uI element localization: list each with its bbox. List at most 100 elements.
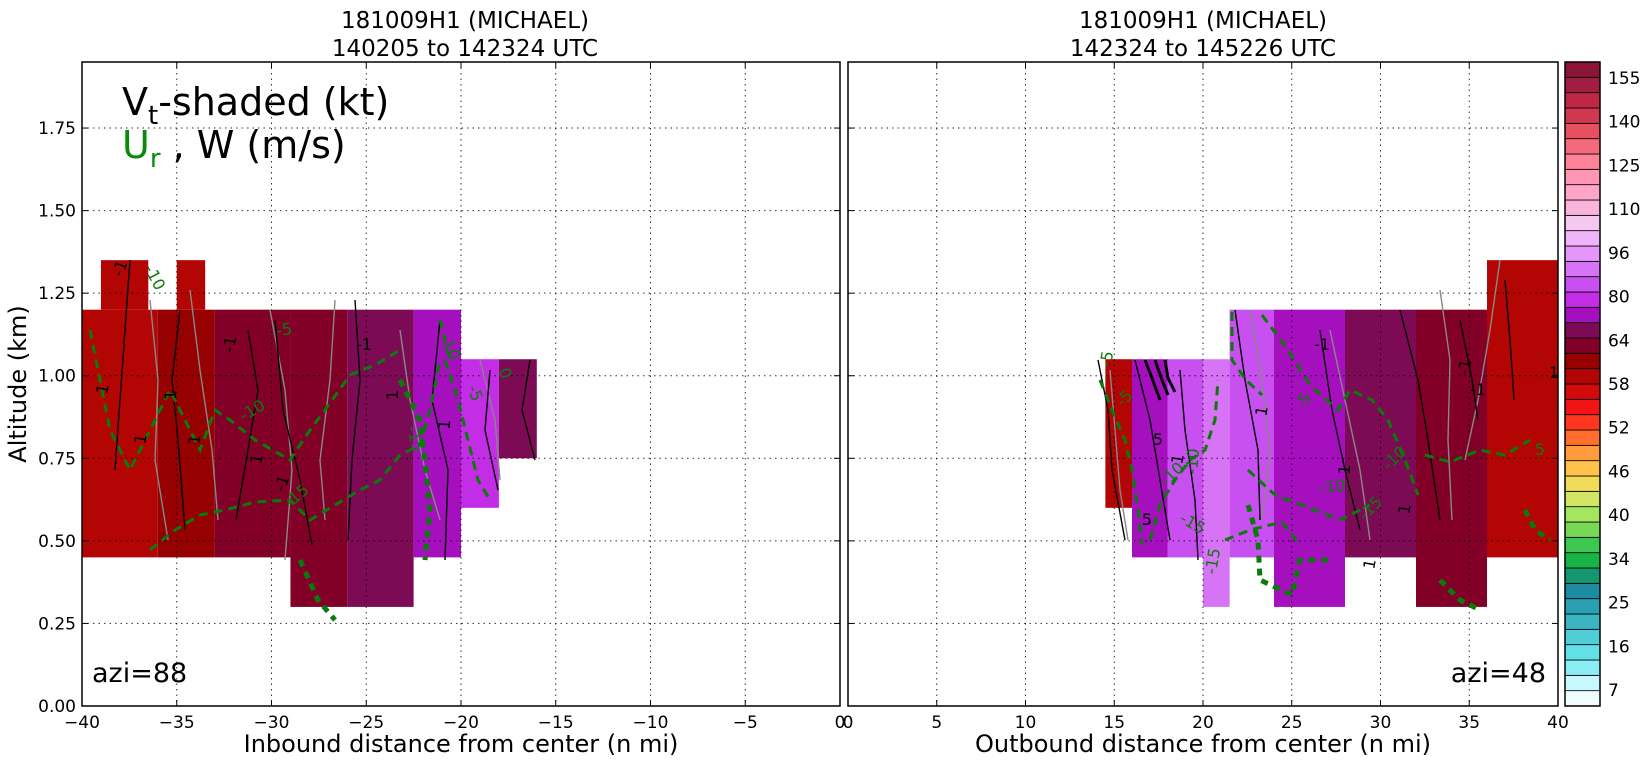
x-tick-label: −30: [254, 713, 290, 733]
left-ylabel: Altitude (km): [4, 305, 32, 462]
colorbar-swatch: [1564, 383, 1601, 400]
right-w-contours-strong: [1143, 359, 1177, 401]
w-contour-label: 1: [383, 390, 402, 400]
colorbar-swatch: [1564, 153, 1601, 170]
colorbar-swatch: [1564, 107, 1601, 124]
w-contour-label: -1: [270, 472, 293, 493]
y-tick-label: 0.75: [38, 449, 76, 469]
legend-ur-main: U: [122, 123, 150, 167]
colorbar-swatch: [1564, 429, 1601, 446]
right-azimuth-annotation: azi=48: [1451, 658, 1546, 689]
y-tick-label: 1.75: [38, 119, 76, 139]
w-contour-label: 1: [1167, 452, 1187, 465]
right-y-ticks: [848, 127, 1558, 707]
w-contour-label: 5: [1142, 510, 1152, 529]
colorbar-swatch: [1564, 230, 1601, 247]
colorbar-swatch: [1564, 659, 1601, 676]
vt-shaded-cell: [1345, 309, 1416, 558]
colorbar-swatch: [1564, 138, 1601, 155]
right-xlabel: Outbound distance from center (n mi): [975, 730, 1431, 758]
colorbar-swatch: [1564, 61, 1601, 78]
colorbar-swatch: [1564, 184, 1601, 201]
right-vt-shading: [1105, 260, 1558, 607]
x-tick-label: −5: [733, 713, 758, 733]
colorbar-tick-label: 64: [1608, 331, 1630, 351]
colorbar-swatch: [1564, 199, 1601, 216]
colorbar: 155 140 125 110 96 80 64 58 52 46 40 34 25 16 7: [1564, 61, 1640, 707]
left-azimuth-annotation: azi=88: [92, 658, 187, 689]
left-w-contours: [114, 259, 536, 561]
colorbar-swatch: [1564, 521, 1601, 538]
legend-vt-main: V: [122, 80, 148, 124]
colorbar-swatch: [1564, 536, 1601, 554]
colorbar-swatch: [1564, 613, 1601, 630]
colorbar-tick-label: 140: [1608, 113, 1640, 133]
left-title-line1: 181009H1 (MICHAEL): [341, 8, 589, 34]
x-tick-label: 35: [1458, 713, 1480, 733]
w-contour-label: -1: [219, 335, 240, 354]
colorbar-tick-label: 155: [1608, 69, 1640, 89]
right-panel: 181009H1 (MICHAEL) 142324 to 145226 UTC: [843, 8, 1569, 758]
colorbar-swatch: [1564, 414, 1601, 431]
colorbar-swatch: [1564, 352, 1601, 370]
colorbar-tick-label: 52: [1608, 419, 1630, 439]
vt-shaded-cell: [1203, 359, 1230, 607]
colorbar-tick-label: 58: [1608, 375, 1630, 395]
legend-vt-rest: -shaded (kt): [158, 80, 389, 124]
y-tick-label: 1.50: [38, 202, 76, 222]
colorbar-swatch: [1564, 644, 1601, 661]
left-ur-contour-strong: [297, 378, 433, 622]
w-contour-label: 1: [130, 432, 150, 445]
ur-contour-label: -5: [1096, 350, 1117, 369]
ur-contour-label: -5: [464, 382, 487, 403]
colorbar-swatch: [1564, 122, 1601, 140]
y-tick-label: 0.00: [38, 697, 76, 717]
colorbar-swatch: [1564, 245, 1601, 262]
colorbar-swatch: [1564, 322, 1601, 339]
x-tick-label: 20: [1192, 713, 1214, 733]
left-y-ticks: 0.00 0.25 0.50 0.75 1.00 1.25 1.50 1.75: [38, 119, 840, 717]
colorbar-tick-label: 110: [1608, 200, 1640, 220]
y-tick-label: 1.00: [38, 367, 76, 387]
legend-vt-sub: t: [148, 101, 158, 131]
x-tick-label: 5: [931, 713, 942, 733]
x-tick-label: −35: [159, 713, 195, 733]
colorbar-swatch: [1564, 260, 1601, 278]
x-tick-label: 25: [1281, 713, 1303, 733]
left-title-line2: 140205 to 142324 UTC: [332, 36, 598, 62]
colorbar-tick-label: 96: [1608, 244, 1630, 264]
colorbar-swatch: [1564, 398, 1601, 416]
legend-w-rest: , W (m/s): [161, 123, 346, 167]
w-contour-label: -1: [1454, 358, 1475, 377]
right-x-ticks: 0 5 10 15 20 25 30 35 40: [843, 62, 1569, 733]
x-tick-label: 40: [1547, 713, 1569, 733]
colorbar-swatch: [1564, 92, 1601, 109]
x-tick-label: 30: [1370, 713, 1392, 733]
left-panel: 181009H1 (MICHAEL) 140205 to 142324 UTC: [4, 8, 845, 758]
w-contour-label: 1: [246, 452, 266, 465]
w-contour-label: -1: [1314, 335, 1330, 354]
colorbar-swatch: [1564, 690, 1601, 707]
w-contour-label: 1: [161, 390, 180, 400]
colorbar-labels: 155 140 125 110 96 80 64 58 52 46 40 34 25 16 7: [1608, 69, 1640, 701]
colorbar-swatch: [1564, 552, 1601, 569]
colorbar-tick-label: 7: [1608, 681, 1619, 701]
vt-shaded-cell: [100, 260, 149, 310]
ur-contour-label: -15: [1201, 547, 1224, 576]
colorbar-swatch: [1564, 214, 1601, 232]
colorbar-frame: [1564, 61, 1601, 707]
w-contour-label: 1: [1335, 464, 1355, 476]
right-title-line1: 181009H1 (MICHAEL): [1079, 8, 1327, 34]
legend-ur-w: Ur , W (m/s): [122, 123, 346, 174]
colorbar-swatch: [1564, 337, 1601, 354]
colorbar-swatch: [1564, 76, 1601, 94]
right-ur-contour-strong: [1245, 504, 1552, 613]
colorbar-swatch: [1564, 291, 1601, 308]
colorbar-swatch: [1564, 306, 1601, 324]
colorbar-tick-label: 125: [1608, 156, 1640, 176]
w-contour-label: 1: [1251, 404, 1271, 417]
left-plot-area: -10-5-10-15-10-5-150 -11 11-11-11-111: [82, 62, 840, 706]
right-ur-contours: [1098, 312, 1531, 546]
